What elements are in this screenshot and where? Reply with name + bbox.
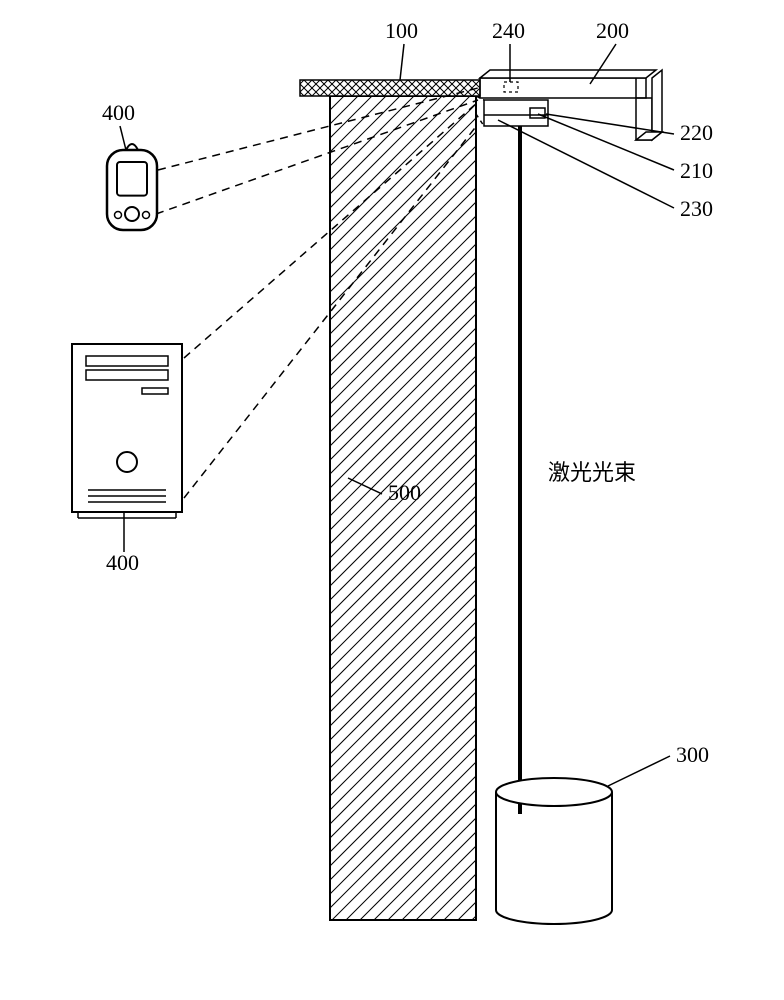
cylinder-300 xyxy=(496,778,612,924)
bracket-inner-boxes xyxy=(476,82,548,126)
tower-pc-400 xyxy=(72,344,182,518)
label-220: 220 xyxy=(546,114,713,145)
label-220-text: 220 xyxy=(680,120,713,145)
label-400-top-text: 400 xyxy=(102,100,135,125)
label-300-text: 300 xyxy=(676,742,709,767)
label-100-text: 100 xyxy=(385,18,418,43)
handheld-400 xyxy=(107,144,157,230)
label-300: 300 xyxy=(608,742,709,786)
label-200-text: 200 xyxy=(596,18,629,43)
label-400-bottom-text: 400 xyxy=(106,550,139,575)
label-400-top: 400 xyxy=(102,100,135,150)
wireless-links xyxy=(156,88,478,498)
label-400-bottom: 400 xyxy=(106,512,139,575)
label-500-text: 500 xyxy=(388,480,421,505)
box-240 xyxy=(504,82,518,92)
box-under-bracket xyxy=(484,100,548,126)
label-230-text: 230 xyxy=(680,196,713,221)
bracket-200 xyxy=(480,70,662,140)
label-210-text: 210 xyxy=(680,158,713,183)
label-240-text: 240 xyxy=(492,18,525,43)
laser-beam-label: 激光光束 xyxy=(548,460,636,485)
top-plate-100 xyxy=(300,80,480,96)
label-100: 100 xyxy=(385,18,418,80)
